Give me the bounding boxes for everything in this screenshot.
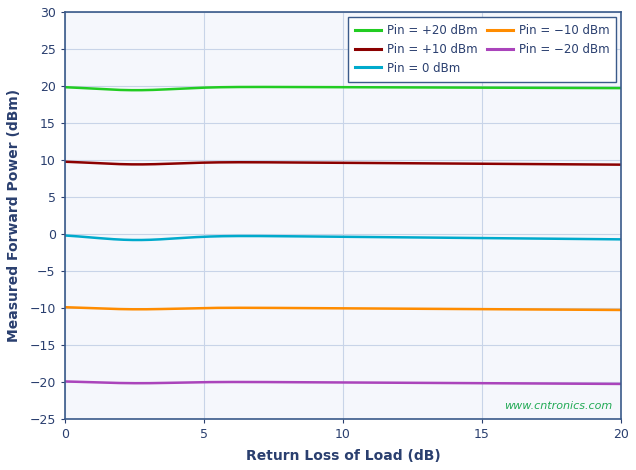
Legend: Pin = +20 dBm, Pin = +10 dBm, Pin = 0 dBm, Pin = −10 dBm, Pin = −20 dBm: Pin = +20 dBm, Pin = +10 dBm, Pin = 0 dB… xyxy=(348,16,616,82)
X-axis label: Return Loss of Load (dB): Return Loss of Load (dB) xyxy=(245,449,440,463)
Text: www.cntronics.com: www.cntronics.com xyxy=(504,400,612,411)
Y-axis label: Measured Forward Power (dBm): Measured Forward Power (dBm) xyxy=(7,89,21,342)
